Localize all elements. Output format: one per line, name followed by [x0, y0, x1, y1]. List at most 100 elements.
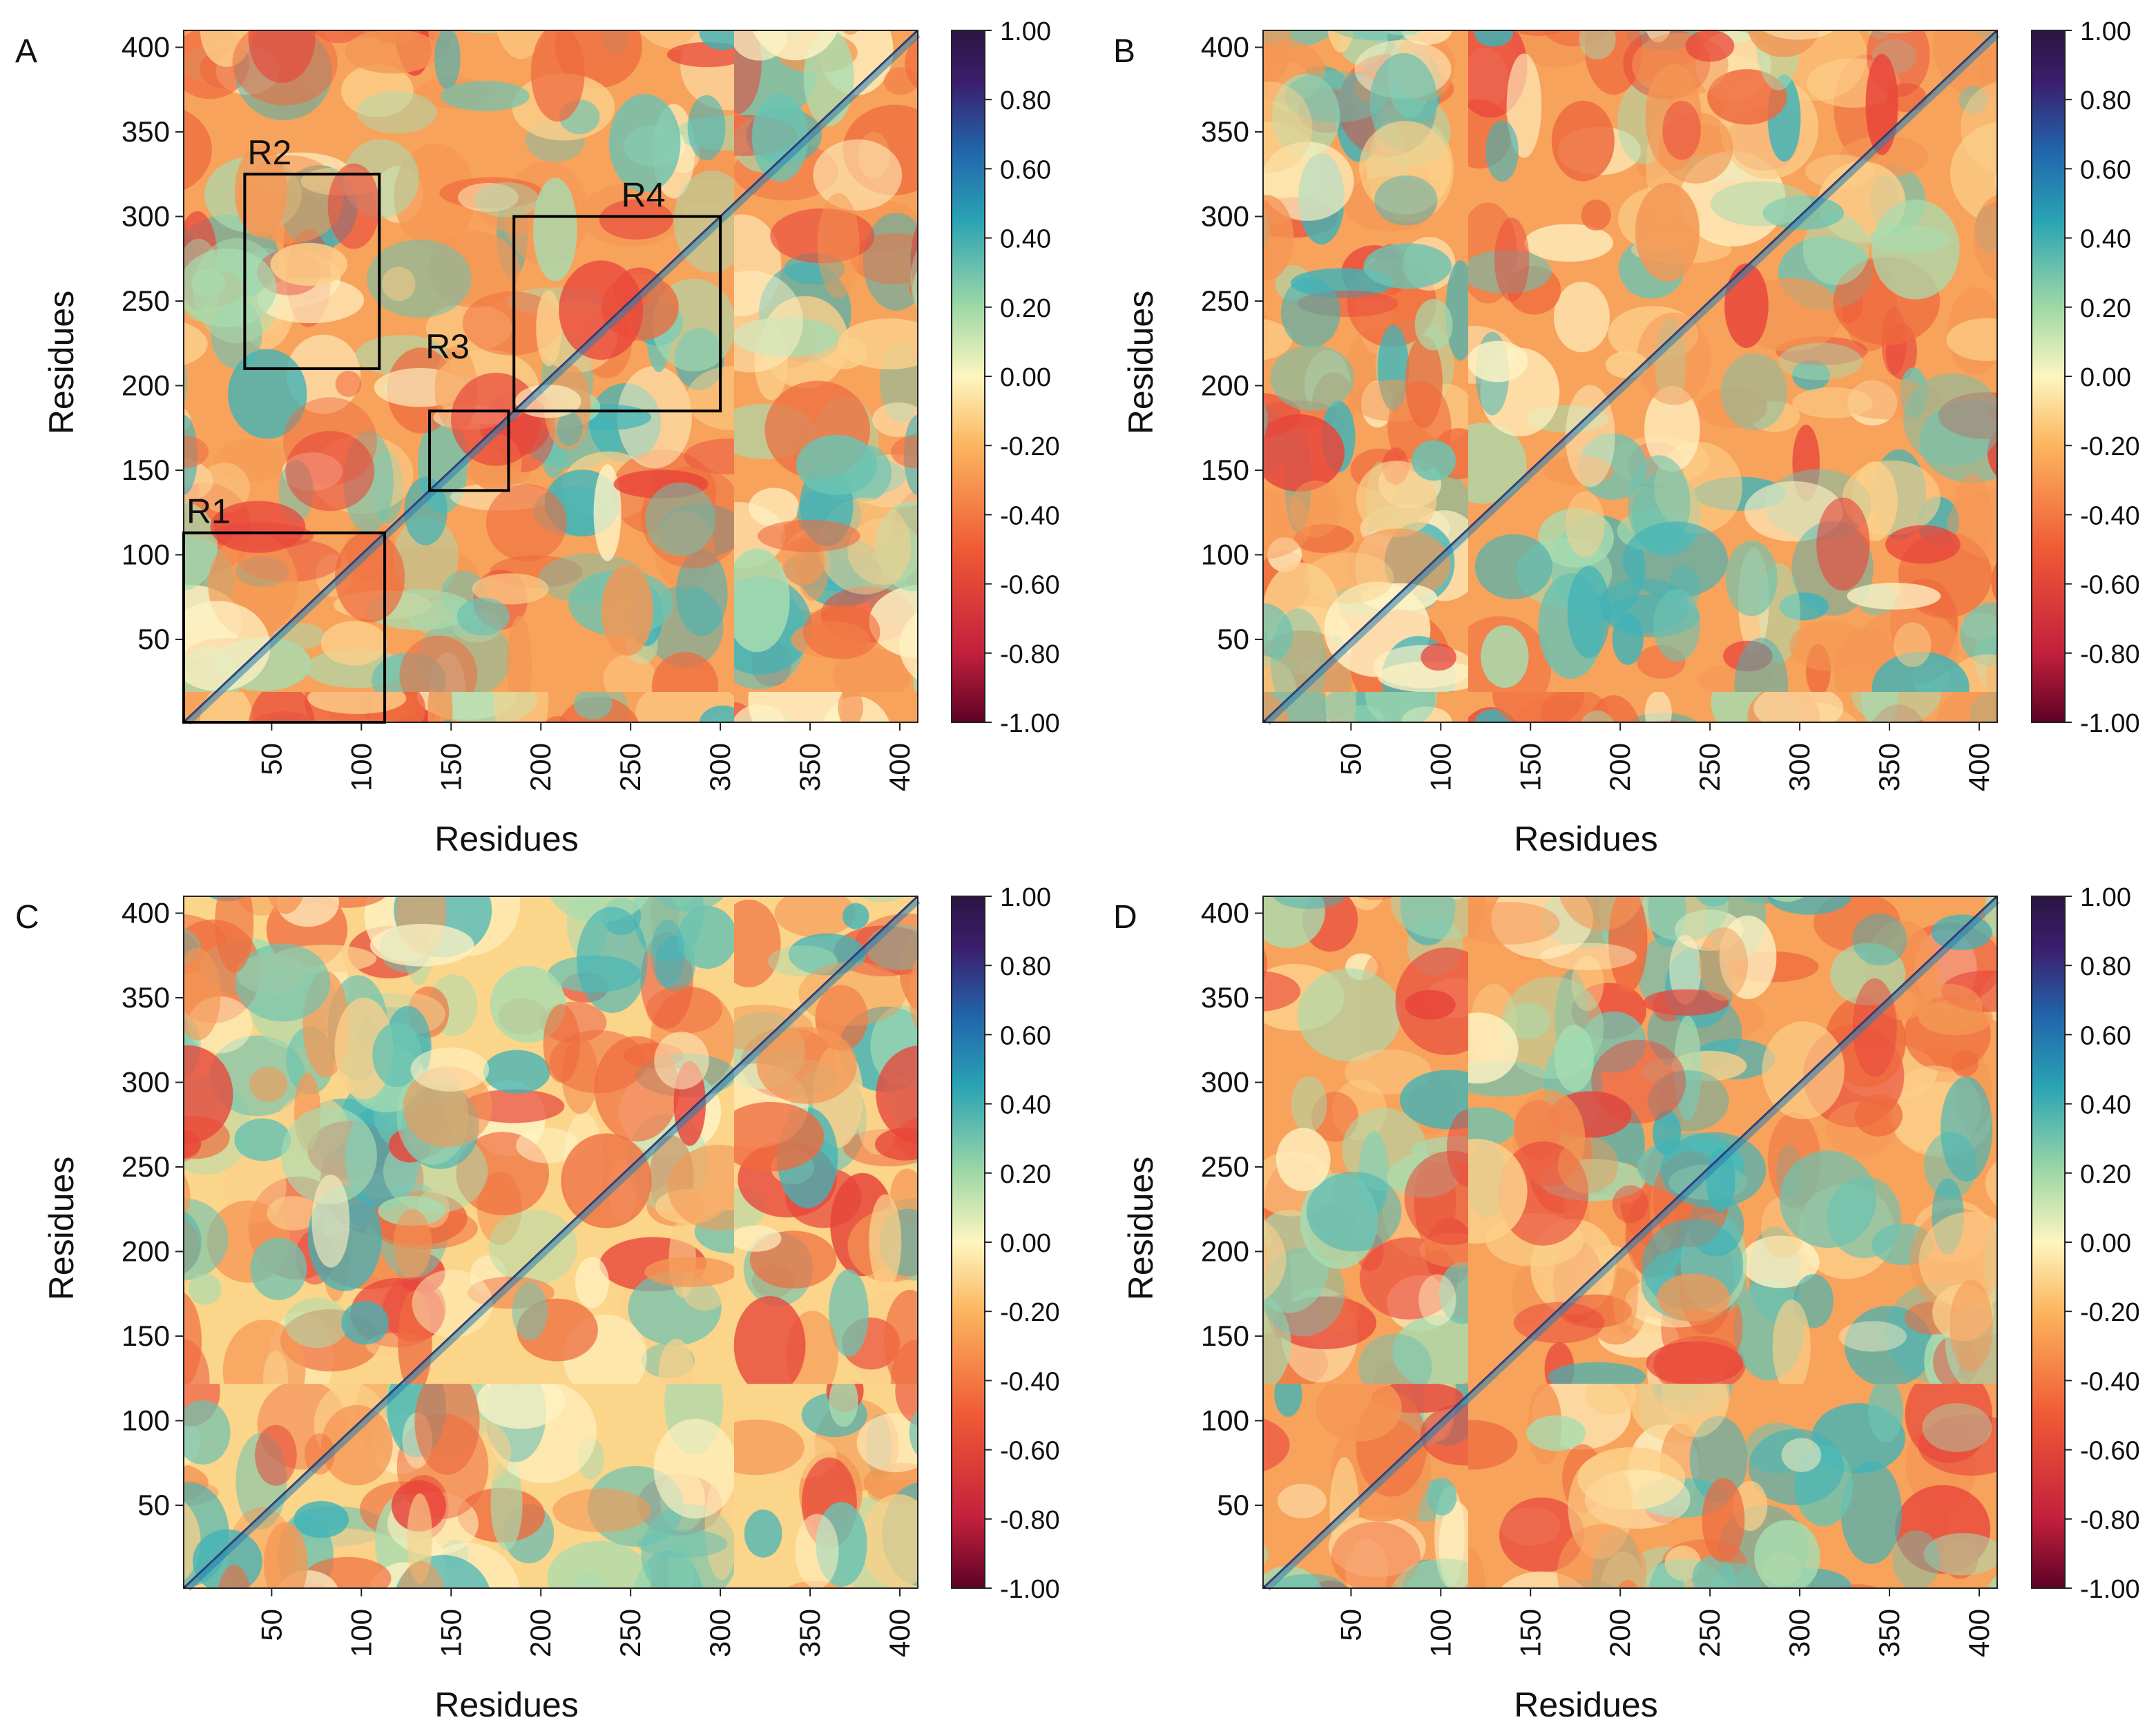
panel-C: 50 100 150 200 250 300 350 400 50 100 150 200 250 300…	[15, 883, 1060, 1724]
x-tick-label: 300	[704, 743, 736, 791]
y-tick-label: 50	[1217, 623, 1249, 655]
x-tick-label: 200	[524, 1609, 557, 1657]
y-tick-label: 350	[122, 115, 170, 148]
y-tick-label: 150	[1201, 1320, 1249, 1352]
x-tick-label: 100	[345, 743, 377, 791]
x-tick-label: 100	[345, 1609, 377, 1657]
x-tick-label: 50	[1334, 743, 1367, 775]
colorbar-tick-label: 0.40	[2080, 225, 2131, 254]
y-axis-title: Residues	[1122, 1157, 1160, 1300]
x-tick-label: 100	[1424, 1609, 1456, 1657]
colorbar-tick-label: -0.40	[2080, 1367, 2140, 1396]
y-tick-label: 400	[1201, 30, 1249, 63]
x-axis-title: Residues	[1514, 1685, 1657, 1724]
x-tick-label: 200	[1604, 1609, 1636, 1657]
colorbar-tick-label: -0.80	[1000, 1506, 1060, 1535]
colorbar-tick-label: -0.20	[1000, 432, 1060, 461]
plot-frame	[1262, 30, 1998, 723]
colorbar-tick-label: 0.40	[2080, 1091, 2131, 1120]
colorbar-tick-label: 0.60	[2080, 1021, 2131, 1050]
colorbar-tick-label: 0.60	[2080, 155, 2131, 184]
colorbar	[951, 896, 985, 1589]
panel-B: 50 100 150 200 250 300 350 400 50 100 150 200 250 300…	[1113, 17, 2140, 858]
x-tick-label: 300	[1783, 743, 1816, 791]
y-tick-label: 200	[1201, 369, 1249, 401]
y-tick-label: 100	[1201, 538, 1249, 570]
x-tick-label: 200	[1604, 743, 1636, 791]
colorbar-tick-label: 1.00	[2080, 883, 2131, 912]
y-axis-title: Residues	[1122, 291, 1160, 434]
colorbar-tick-label: 1.00	[2080, 17, 2131, 46]
y-tick-label: 300	[122, 200, 170, 232]
region-label-r4: R4	[622, 175, 666, 214]
x-tick-label: 350	[793, 1609, 826, 1657]
colorbar-tick-label: 0.80	[2080, 86, 2131, 115]
panel-letter: A	[15, 33, 37, 70]
region-box-r2	[243, 173, 381, 370]
colorbar-tick-label: 0.20	[1000, 294, 1051, 323]
colorbar-tick-label: -0.60	[1000, 571, 1060, 600]
x-tick-label: 400	[883, 1609, 916, 1657]
y-tick-label: 100	[1201, 1404, 1249, 1436]
x-tick-label: 250	[1693, 743, 1726, 791]
colorbar-tick-label: -0.80	[2080, 640, 2140, 669]
y-tick-label: 50	[137, 623, 170, 655]
x-axis-title: Residues	[434, 820, 578, 858]
colorbar-tick-label: -0.40	[1000, 1367, 1060, 1396]
panel-letter: C	[15, 899, 39, 936]
x-tick-label: 400	[1963, 743, 1995, 791]
x-tick-label: 300	[704, 1609, 736, 1657]
x-tick-label: 100	[1424, 743, 1456, 791]
y-tick-label: 400	[122, 896, 170, 929]
colorbar-tick-label: -0.60	[2080, 571, 2140, 600]
colorbar-tick-label: -1.00	[1000, 1575, 1060, 1604]
colorbar-tick-label: -0.60	[1000, 1437, 1060, 1466]
colorbar-tick-label: 0.00	[2080, 1229, 2131, 1258]
colorbar-tick-label: 1.00	[1000, 17, 1051, 46]
x-tick-label: 350	[1873, 1609, 1905, 1657]
colorbar-tick-label: 0.80	[1000, 86, 1051, 115]
diagonal-band	[1264, 32, 2000, 725]
x-tick-label: 150	[434, 743, 467, 791]
plot-frame	[183, 30, 918, 723]
y-tick-label: 400	[1201, 896, 1249, 929]
y-axis-title: Residues	[42, 1157, 81, 1300]
colorbar	[2031, 30, 2066, 723]
x-axis-title: Residues	[1514, 820, 1657, 858]
colorbar-tick-label: 0.60	[1000, 155, 1051, 184]
diagonal-band	[1264, 898, 2000, 1591]
colorbar-tick-label: -0.40	[2080, 501, 2140, 530]
x-tick-label: 250	[614, 1609, 646, 1657]
y-tick-label: 300	[1201, 1065, 1249, 1098]
y-tick-label: 100	[122, 1404, 170, 1436]
colorbar-tick-label: 0.40	[1000, 225, 1051, 254]
colorbar-tick-label: 0.20	[2080, 294, 2131, 323]
colorbar-tick-label: 0.00	[1000, 1229, 1051, 1258]
colorbar-tick-label: -0.60	[2080, 1437, 2140, 1466]
y-tick-label: 150	[122, 1320, 170, 1352]
panel-letter: D	[1113, 899, 1137, 936]
colorbar-tick-label: 0.20	[2080, 1160, 2131, 1189]
y-tick-label: 350	[1201, 115, 1249, 148]
colorbar-tick-label: -1.00	[1000, 709, 1060, 738]
region-label-r2: R2	[247, 133, 291, 172]
y-tick-label: 100	[122, 538, 170, 570]
x-tick-label: 350	[1873, 743, 1905, 791]
x-axis-title: Residues	[434, 1685, 578, 1724]
x-tick-label: 400	[1963, 1609, 1995, 1657]
colorbar-tick-label: 0.60	[1000, 1021, 1051, 1050]
diagonal-band	[185, 32, 921, 725]
x-tick-label: 150	[434, 1609, 467, 1657]
region-label-r1: R1	[186, 492, 231, 531]
plot-frame	[183, 896, 918, 1589]
y-tick-label: 300	[122, 1065, 170, 1098]
colorbar-tick-label: 0.40	[1000, 1091, 1051, 1120]
plot-frame	[1262, 896, 1998, 1589]
y-tick-label: 50	[137, 1489, 170, 1521]
x-tick-label: 200	[524, 743, 557, 791]
y-tick-label: 350	[1201, 981, 1249, 1014]
y-tick-label: 150	[122, 454, 170, 486]
x-tick-label: 400	[883, 743, 916, 791]
x-tick-label: 250	[1693, 1609, 1726, 1657]
